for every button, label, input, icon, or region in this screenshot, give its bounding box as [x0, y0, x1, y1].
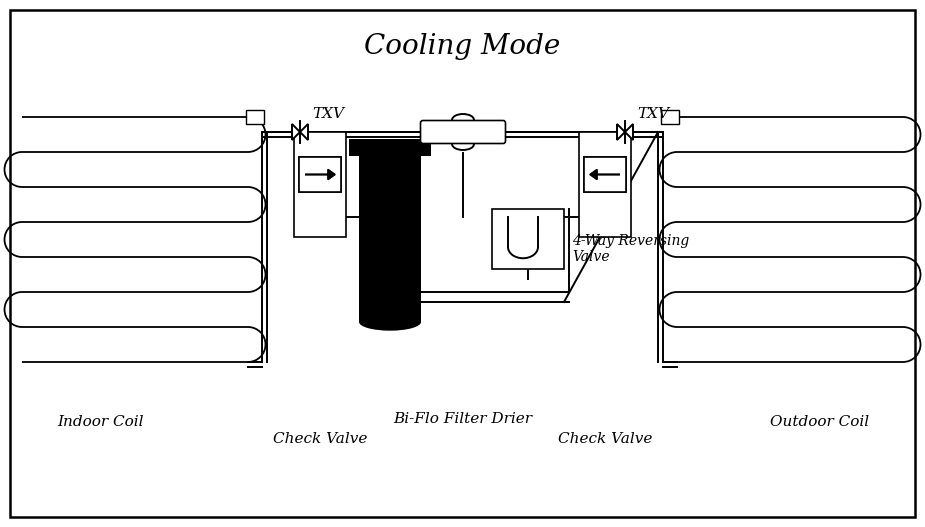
Bar — [294, 132, 346, 237]
Bar — [299, 157, 341, 192]
Polygon shape — [300, 124, 308, 140]
Bar — [299, 157, 341, 192]
Bar — [584, 157, 626, 192]
Polygon shape — [625, 124, 633, 140]
Bar — [359, 139, 421, 322]
Bar — [579, 132, 631, 237]
Text: Bi-Flo Filter Drier: Bi-Flo Filter Drier — [393, 412, 533, 426]
Text: TXV: TXV — [637, 107, 669, 121]
Text: Indoor Coil: Indoor Coil — [56, 415, 143, 429]
Text: Check Valve: Check Valve — [558, 432, 652, 446]
Text: Check Valve: Check Valve — [273, 432, 367, 446]
Text: Outdoor Coil: Outdoor Coil — [771, 415, 870, 429]
Bar — [349, 139, 431, 151]
Bar — [661, 110, 679, 124]
Bar — [246, 110, 264, 124]
Polygon shape — [305, 170, 335, 180]
FancyBboxPatch shape — [421, 121, 505, 143]
Text: Cooling Mode: Cooling Mode — [364, 34, 561, 61]
Bar — [492, 209, 564, 269]
Ellipse shape — [359, 314, 421, 330]
Bar — [349, 151, 431, 156]
Polygon shape — [617, 124, 625, 140]
Bar — [584, 157, 626, 192]
Polygon shape — [590, 170, 620, 180]
Text: TXV: TXV — [312, 107, 344, 121]
Polygon shape — [292, 124, 300, 140]
Text: 4-Way Reversing
Valve: 4-Way Reversing Valve — [572, 234, 689, 264]
